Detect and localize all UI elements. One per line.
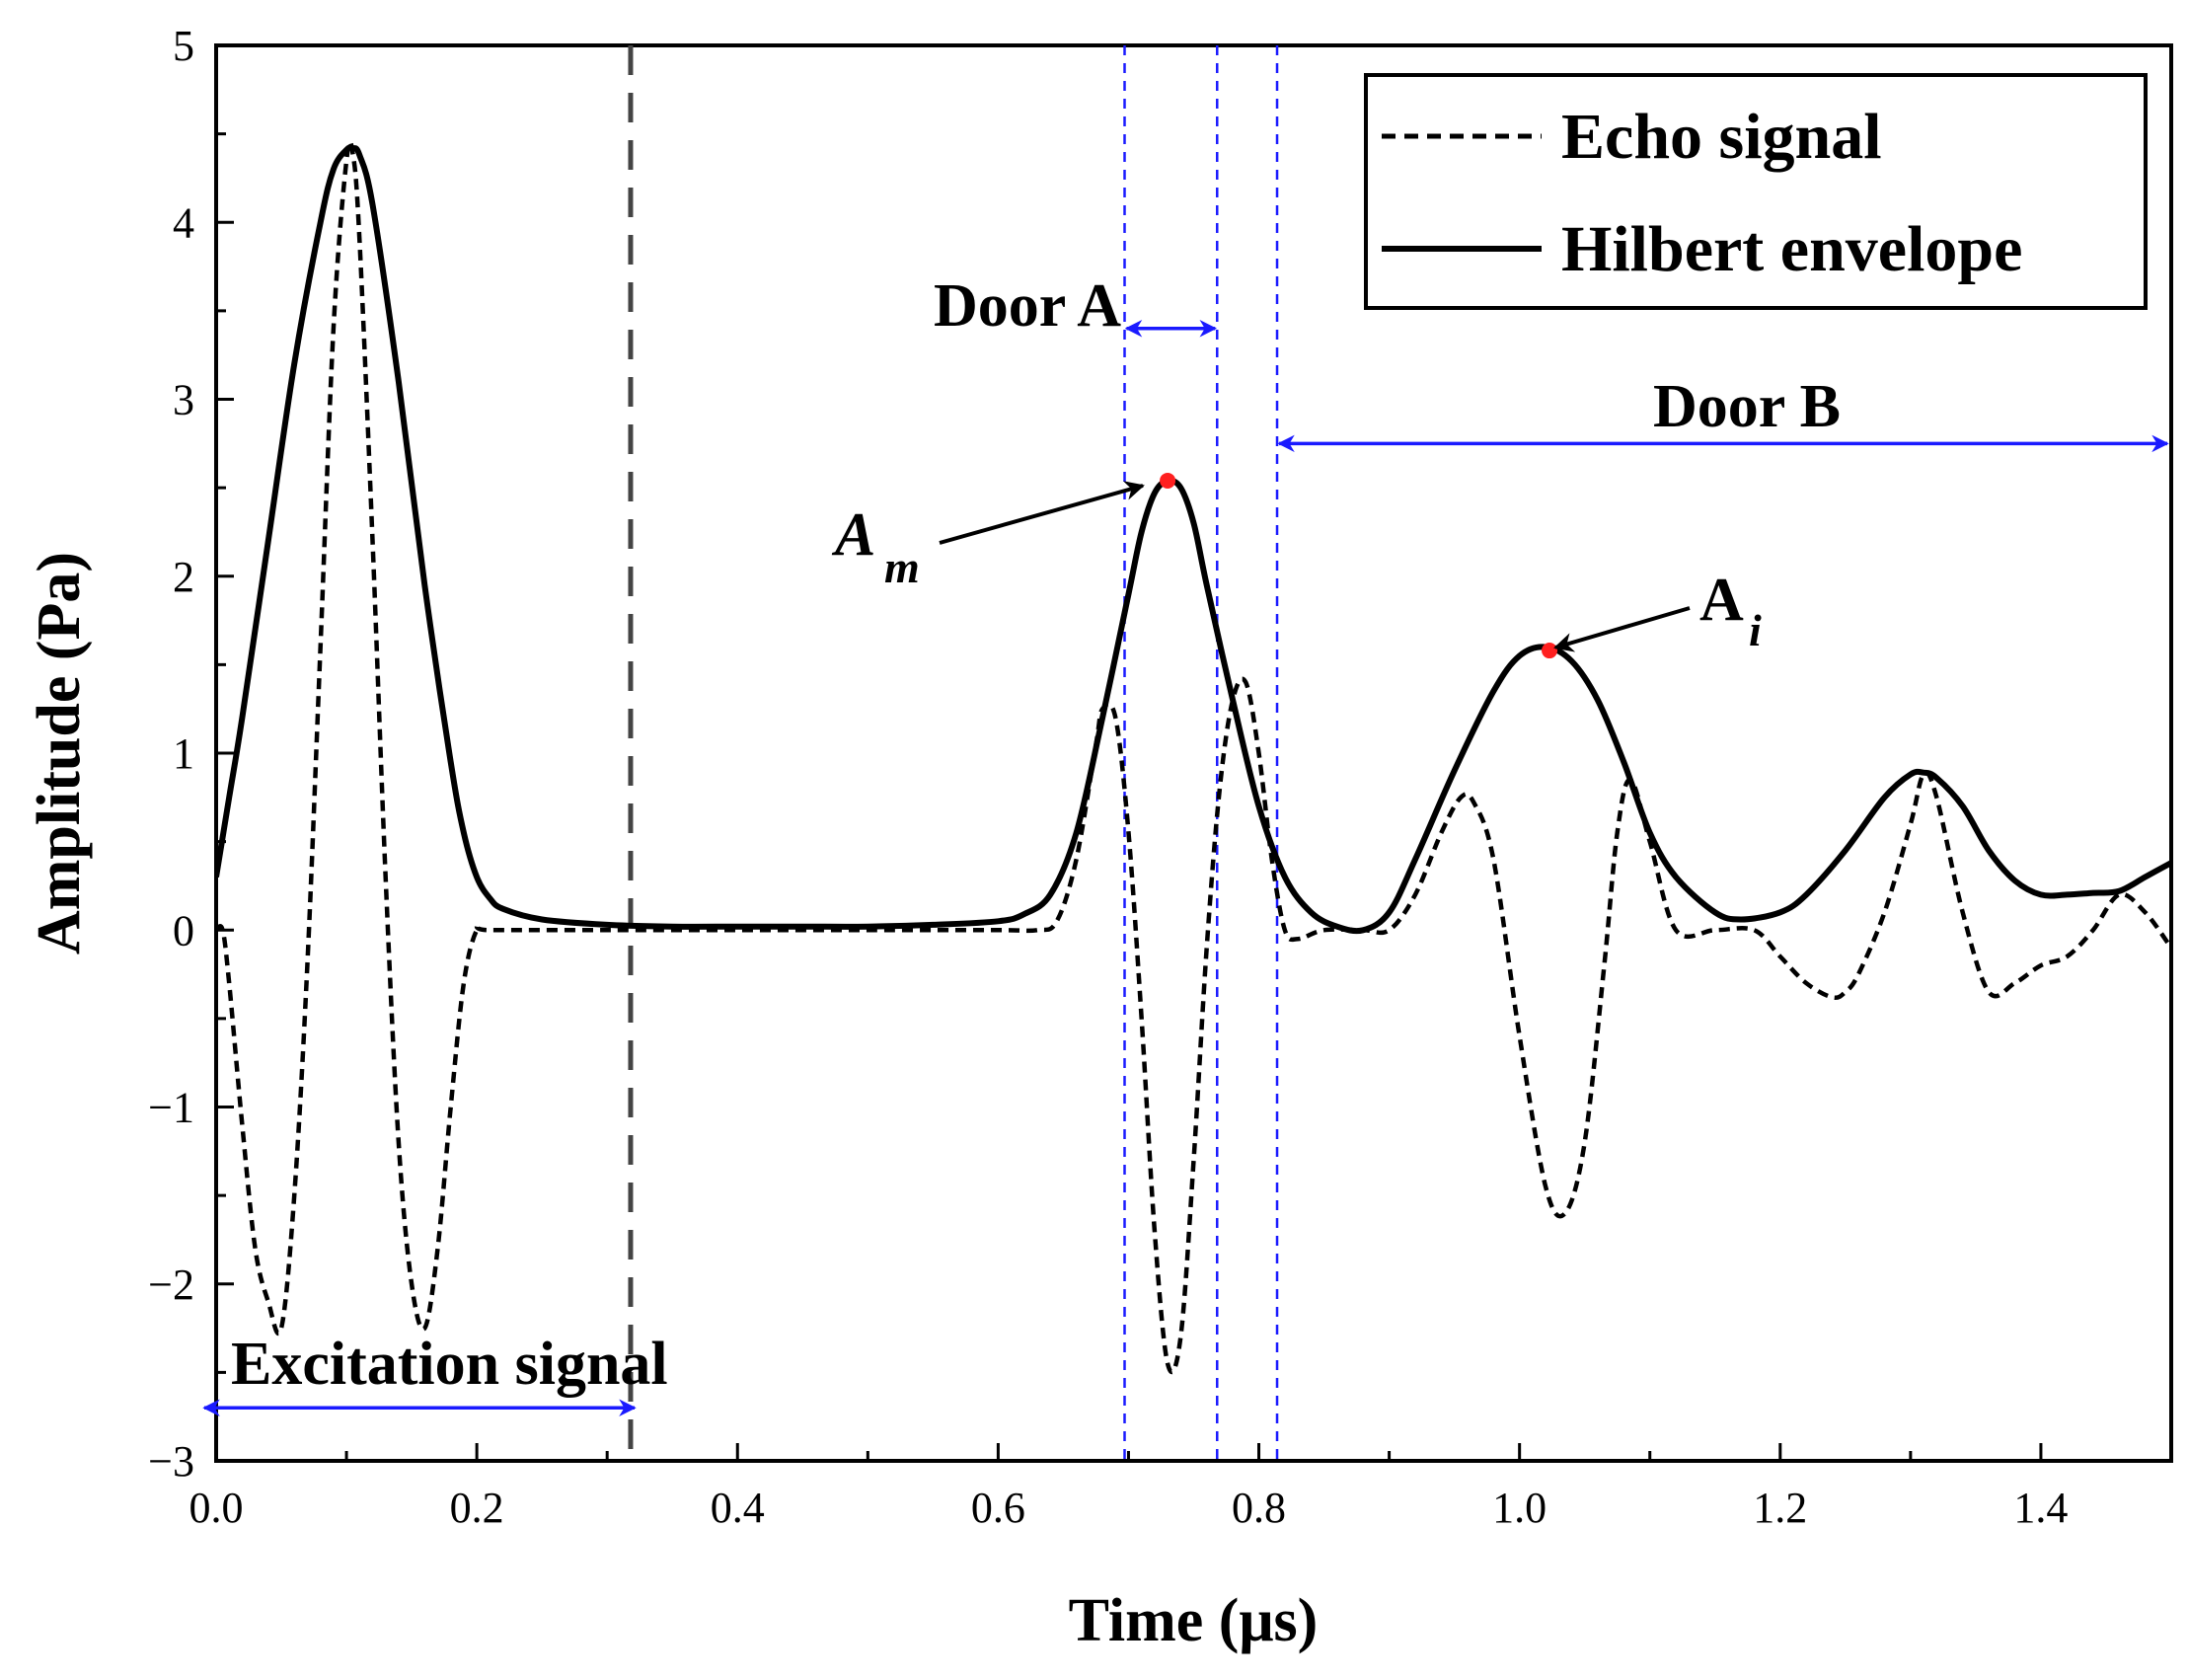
ai-arrow	[1553, 606, 1691, 652]
y-tick-label: −2	[148, 1260, 194, 1309]
y-tick-label: 4	[173, 198, 194, 247]
echo-signal-line	[216, 139, 2171, 1375]
y-tick-label: −1	[148, 1084, 194, 1132]
x-tick-label: 0.6	[971, 1484, 1025, 1532]
ai-label-sub: i	[1749, 605, 1762, 655]
y-axis-title: Amplitude (Pa)	[26, 552, 93, 955]
axis-ticks: 0.0 0.2 0.4 0.6 0.8 1.0 1.2 1.4 −3 −2 −1 0 1 2 3 4 5	[148, 22, 2173, 1532]
reference-lines	[628, 45, 1279, 1461]
y-tick-label: 2	[173, 553, 194, 601]
am-point	[1160, 472, 1176, 489]
ai-label-main: A	[1699, 567, 1744, 634]
x-tick-label: 0.2	[450, 1484, 504, 1532]
point-markers	[1160, 472, 1558, 659]
x-tick-label: 1.2	[1753, 1484, 1807, 1532]
x-tick-label: 0.8	[1232, 1484, 1286, 1532]
ai-point	[1542, 643, 1558, 659]
x-tick-label: 0.4	[711, 1484, 765, 1532]
am-annotation: A m	[831, 481, 1145, 592]
legend: Echo signal Hilbert envelope	[1364, 73, 2148, 310]
excitation-signal-label: Excitation signal	[231, 1331, 668, 1398]
legend-box	[1364, 73, 2148, 310]
am-arrow	[939, 481, 1145, 545]
door-a-label: Door A	[934, 272, 1121, 340]
ai-annotation: A i	[1553, 567, 1762, 655]
legend-hilbert-label: Hilbert envelope	[1561, 213, 2022, 285]
legend-echo-label: Echo signal	[1561, 101, 1882, 173]
door-b-label: Door B	[1653, 373, 1841, 440]
am-label-main: A	[831, 501, 875, 569]
y-tick-label: 0	[173, 906, 194, 955]
data-series	[216, 139, 2171, 1375]
x-tick-label: 1.0	[1492, 1484, 1547, 1532]
x-tick-label: 1.4	[2013, 1484, 2068, 1532]
y-tick-label: 3	[173, 376, 194, 424]
y-tick-label: −3	[148, 1437, 194, 1486]
door-spans	[202, 320, 2169, 1416]
x-tick-label: 0.0	[189, 1484, 244, 1532]
y-tick-label: 1	[173, 729, 194, 778]
y-tick-label: 5	[173, 22, 194, 70]
am-label-sub: m	[884, 542, 920, 592]
x-axis-title: Time (μs)	[1069, 1587, 1319, 1654]
